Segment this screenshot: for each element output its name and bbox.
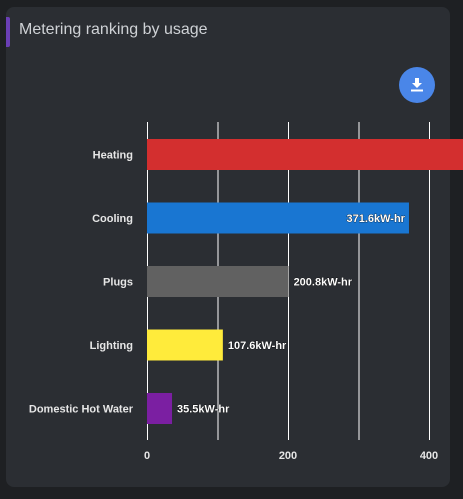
- bar-domestic-hot-water: [147, 393, 173, 424]
- bar-cooling: [147, 202, 409, 234]
- category-label: Cooling: [92, 213, 133, 225]
- category-label: Lighting: [90, 340, 133, 352]
- category-label: Plugs: [103, 277, 133, 289]
- card-title: Metering ranking by usage: [19, 21, 208, 38]
- category-label: Heating: [93, 150, 133, 162]
- chart-card: Metering ranking by usage: [6, 7, 450, 487]
- download-icon: [411, 78, 423, 92]
- value-label: 200.8kW-hr: [294, 277, 353, 289]
- value-label: 371.6kW-hr: [346, 213, 405, 225]
- x-tick-label: 0: [144, 450, 150, 462]
- value-label: 35.5kW-hr: [177, 404, 230, 416]
- value-label: 107.6kW-hr: [228, 340, 287, 352]
- download-button[interactable]: [399, 67, 435, 103]
- bar-heating: [147, 139, 463, 170]
- category-label: Domestic Hot Water: [29, 404, 134, 416]
- bar-lighting: [147, 329, 223, 361]
- bar-plugs: [147, 266, 289, 297]
- x-tick-label: 400: [420, 450, 438, 462]
- title-accent-bar: [6, 17, 10, 47]
- x-tick-label: 200: [279, 450, 297, 462]
